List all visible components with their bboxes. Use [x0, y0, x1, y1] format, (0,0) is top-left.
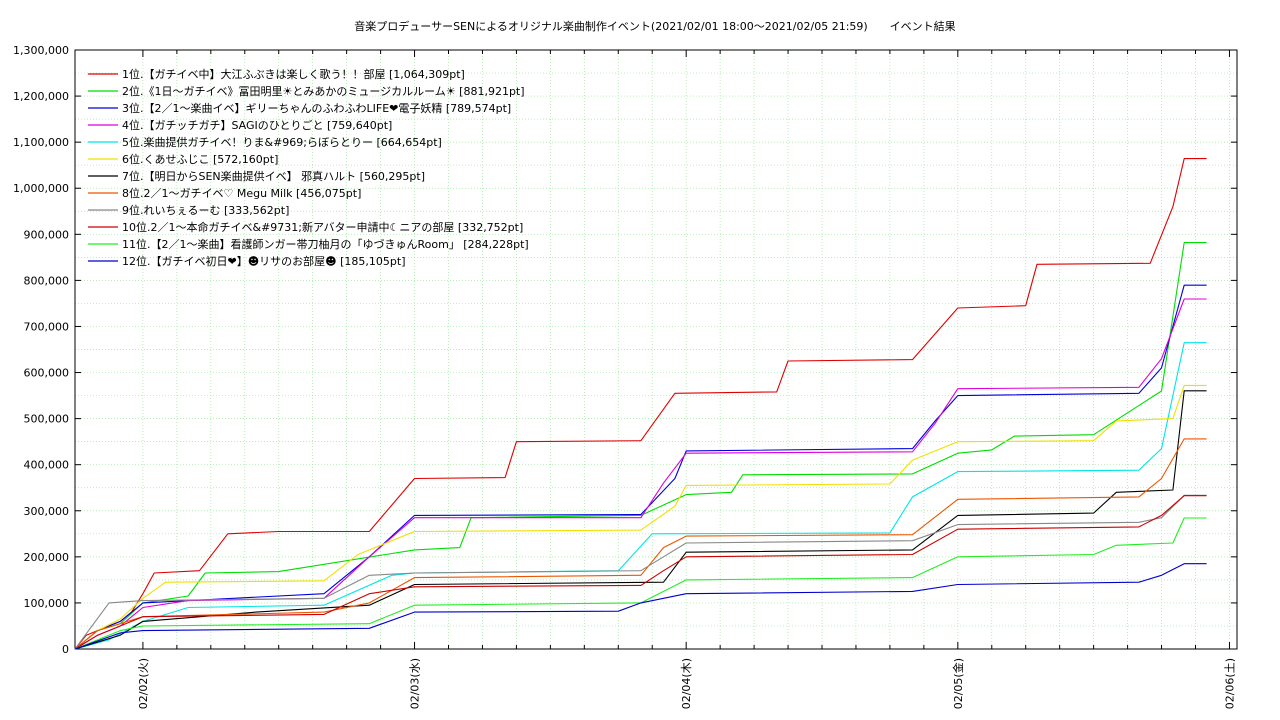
series-line-12: [74, 563, 1207, 650]
y-tick-label: 200,000: [24, 551, 70, 564]
legend-entry-6: 6位.くあせふじこ [572,160pt]: [122, 152, 278, 166]
y-tick-label: 900,000: [24, 228, 70, 241]
series-line-1: [74, 158, 1207, 650]
series-line-3: [74, 284, 1207, 650]
x-tick-label: 02/06(土): [1223, 658, 1236, 709]
y-tick-label: 500,000: [24, 413, 70, 426]
series-line-4: [74, 298, 1207, 650]
series-line-2: [74, 242, 1207, 650]
legend-entry-12: 12位.【ガチイベ初日❤】☻リサのお部屋☻ [185,105pt]: [122, 254, 406, 268]
y-tick-label: 1,200,000: [13, 90, 69, 103]
legend-entry-3: 3位.【2／1～楽曲イベ】ギリーちゃんのふわふわLIFE❤電子妖精 [789,5…: [122, 101, 511, 115]
plot-frame: [74, 49, 1238, 650]
legend-entry-2: 2位.《1日～ガチイベ》冨田明里☀とみあかのミュージカルルーム☀ [881,92…: [122, 84, 525, 98]
legend-entry-4: 4位.【ガチッチガチ】SAGIのひとりごと [759,640pt]: [122, 118, 392, 132]
y-tick-label: 1,300,000: [13, 44, 69, 57]
axes: 0 100,000 200,000 300,000 400,000 500,000 600,…: [13, 44, 1238, 709]
legend-entry-7: 7位.【明日からSEN楽曲提供イベ】 邪真ハルト [560,295pt]: [122, 169, 425, 183]
legend-entry-10: 10位.2／1～本命ガチイベ&#9731;新アバター申請中☾ニアの部屋 [332…: [122, 220, 523, 234]
y-tick-label: 1,000,000: [13, 182, 69, 195]
series-line-7: [74, 390, 1207, 650]
grid-lines: [75, 49, 1237, 649]
series-line-11: [74, 517, 1207, 650]
series-line-8: [74, 438, 1207, 650]
legend-entry-8: 8位.2／1～ガチイベ♡ Megu Milk [456,075pt]: [122, 186, 361, 200]
y-tick-label: 800,000: [24, 274, 70, 287]
y-tick-label: 700,000: [24, 320, 70, 333]
series-line-10: [74, 495, 1207, 650]
x-tick-label: 02/05(金): [951, 658, 965, 709]
y-tick-label: 600,000: [24, 367, 70, 380]
y-tick-label: 300,000: [24, 505, 70, 518]
x-tick-label: 02/04(木): [680, 658, 693, 709]
legend-entry-5: 5位.楽曲提供ガチイベ！りま&#969;らぼらとりー [664,654pt]: [122, 135, 442, 149]
series-line-5: [74, 342, 1207, 650]
series-line-6: [74, 384, 1207, 650]
legend-entry-11: 11位.【2／1～楽曲】看護師ンガー帯刀柚月の「ゆづきゅんRoom」 [284,…: [122, 237, 529, 251]
y-tick-label: 100,000: [24, 597, 70, 610]
series-lines: [74, 158, 1207, 650]
x-tick-label: 02/02(火): [137, 658, 150, 709]
legend-entry-1: 1位.【ガチイベ中】大江ふぶきは楽しく歌う！！部屋 [1,064,309pt]: [122, 67, 465, 81]
legend-entry-9: 9位.れいちぇるーむ [333,562pt]: [122, 203, 289, 217]
chart-title: 音楽プロデューサーSENによるオリジナル楽曲制作イベント(2021/02/01 …: [354, 19, 955, 33]
legend: 1位.【ガチイベ中】大江ふぶきは楽しく歌う！！部屋 [1,064,309pt] 2…: [88, 67, 529, 268]
x-tick-label: 02/03(水): [409, 658, 422, 709]
y-tick-label: 400,000: [24, 459, 70, 472]
y-tick-label: 0: [62, 643, 69, 656]
y-tick-label: 1,100,000: [13, 136, 69, 149]
